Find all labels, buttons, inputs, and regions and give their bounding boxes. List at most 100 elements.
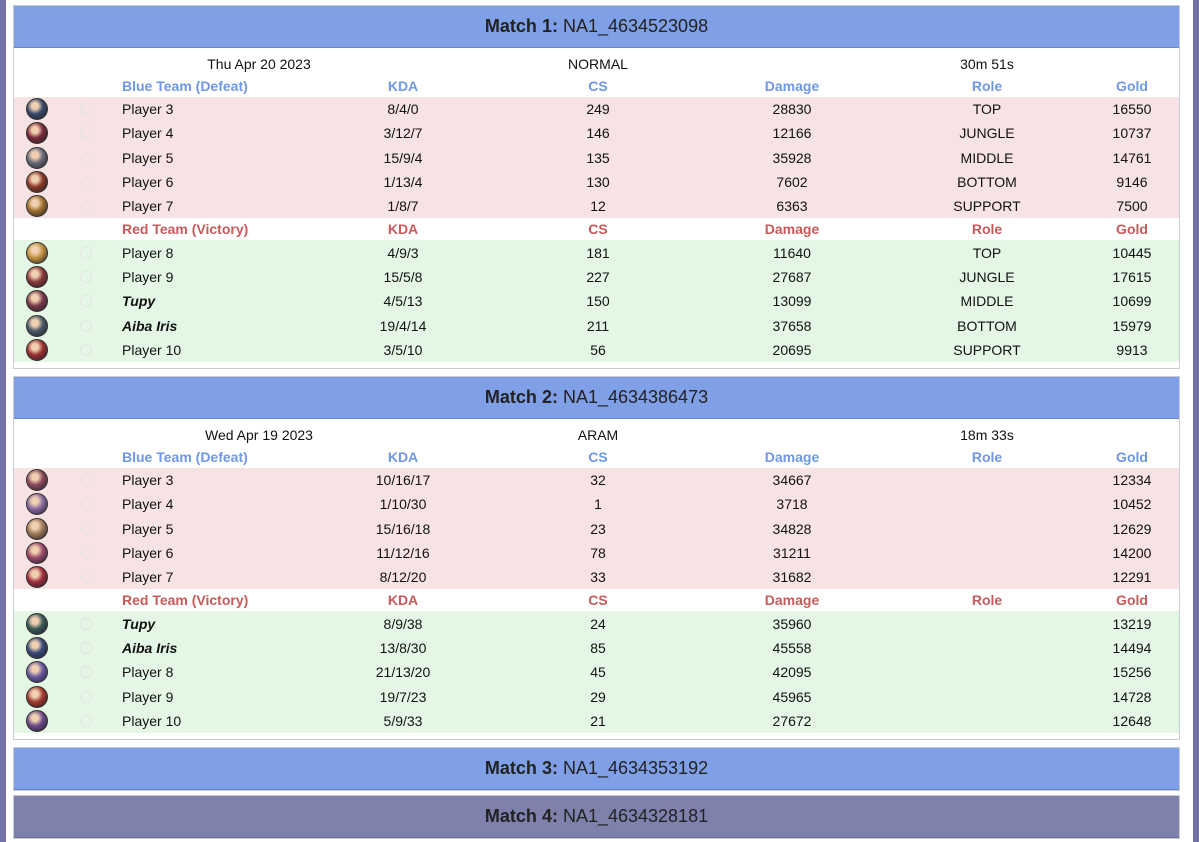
player-kda: 19/7/23 <box>379 688 427 705</box>
faded-circle-icon <box>80 295 92 308</box>
player-name[interactable]: Player 5 <box>122 149 174 166</box>
player-row[interactable]: Player 3 10/16/17 32 34667 12334 <box>14 468 1179 492</box>
team-name: Red Team (Victory) <box>122 221 249 238</box>
champion-avatar-icon <box>26 314 48 337</box>
player-row[interactable]: Player 8 21/13/20 45 42095 15256 <box>14 660 1179 684</box>
champion-avatar-icon <box>26 241 48 264</box>
match-id: NA1_4634353192 <box>562 758 709 778</box>
player-name[interactable]: Player 9 <box>122 268 174 285</box>
match-header-4[interactable]: Match 4: NA1_4634328181 <box>14 796 1179 838</box>
faded-circle-icon <box>80 127 92 140</box>
faded-circle-icon <box>80 617 92 630</box>
player-name-highlighted[interactable]: Aiba Iris <box>122 317 178 334</box>
player-row[interactable]: Player 10 3/5/10 56 20695 SUPPORT 9913 <box>14 338 1179 362</box>
faded-circle-icon <box>80 319 92 332</box>
player-role: SUPPORT <box>953 341 1021 358</box>
player-name-highlighted[interactable]: Tupy <box>122 615 156 632</box>
player-cs: 211 <box>586 317 610 334</box>
player-cs: 135 <box>586 149 610 166</box>
player-row[interactable]: Player 6 11/12/16 78 31211 14200 <box>14 541 1179 565</box>
player-name[interactable]: Player 3 <box>122 101 174 118</box>
faded-circle-icon <box>80 151 92 164</box>
player-role: BOTTOM <box>957 317 1017 334</box>
player-row[interactable]: Player 6 1/13/4 130 7602 BOTTOM 9146 <box>14 170 1179 194</box>
player-name[interactable]: Player 8 <box>122 664 174 681</box>
player-damage: 31682 <box>772 569 812 586</box>
player-row[interactable]: Aiba Iris 19/4/14 211 37658 BOTTOM 15979 <box>14 313 1179 337</box>
player-row[interactable]: Player 4 1/10/30 1 3718 10452 <box>14 492 1179 516</box>
player-name[interactable]: Player 4 <box>122 125 174 142</box>
player-row[interactable]: Aiba Iris 13/8/30 85 45558 14494 <box>14 636 1179 660</box>
player-gold: 12291 <box>1112 569 1152 586</box>
team-name: Blue Team (Defeat) <box>122 449 248 465</box>
player-damage: 35960 <box>772 615 812 632</box>
match-date: Wed Apr 19 2023 <box>205 427 313 443</box>
player-name-highlighted[interactable]: Aiba Iris <box>122 639 178 656</box>
faded-circle-icon <box>80 474 92 487</box>
player-kda: 15/5/8 <box>383 268 423 285</box>
col-kda: KDA <box>387 78 419 94</box>
player-row[interactable]: Tupy 8/9/38 24 35960 13219 <box>14 611 1179 635</box>
col-kda: KDA <box>387 592 419 609</box>
player-name[interactable]: Player 8 <box>122 244 174 261</box>
col-gold: Gold <box>1116 78 1148 94</box>
player-row[interactable]: Player 3 8/4/0 249 28830 TOP 16550 <box>14 97 1179 121</box>
champion-avatar-icon <box>26 171 48 194</box>
team-name: Red Team (Victory) <box>122 592 249 609</box>
player-name[interactable]: Player 7 <box>122 198 174 215</box>
player-name[interactable]: Player 3 <box>122 472 174 489</box>
player-row[interactable]: Tupy 4/5/13 150 13099 MIDDLE 10699 <box>14 289 1179 313</box>
player-cs: 1 <box>594 496 602 513</box>
player-cs: 78 <box>590 545 606 562</box>
player-row[interactable]: Player 8 4/9/3 181 11640 TOP 10445 <box>14 240 1179 264</box>
player-kda: 8/12/20 <box>379 569 427 586</box>
player-row[interactable]: Player 4 3/12/7 146 12166 JUNGLE 10737 <box>14 121 1179 145</box>
player-row[interactable]: Player 5 15/16/18 23 34828 12629 <box>14 517 1179 541</box>
player-kda: 4/9/3 <box>387 244 419 261</box>
champion-avatar-icon <box>26 542 48 565</box>
match-label: Match 1: <box>484 16 558 36</box>
player-name[interactable]: Player 6 <box>122 174 174 191</box>
player-row[interactable]: Player 7 1/8/7 12 6363 SUPPORT 7500 <box>14 194 1179 218</box>
col-role: Role <box>971 78 1003 94</box>
player-name[interactable]: Player 10 <box>122 341 182 358</box>
player-row[interactable]: Player 9 19/7/23 29 45965 14728 <box>14 684 1179 708</box>
col-damage: Damage <box>764 449 820 465</box>
match-id: NA1_4634523098 <box>562 16 709 36</box>
match-mode: NORMAL <box>568 56 628 72</box>
match-header-1[interactable]: Match 1: NA1_4634523098 <box>14 6 1179 48</box>
player-damage: 20695 <box>772 341 812 358</box>
player-name[interactable]: Player 4 <box>122 496 174 513</box>
player-row[interactable]: Player 9 15/5/8 227 27687 JUNGLE 17615 <box>14 265 1179 289</box>
player-role: JUNGLE <box>959 125 1015 142</box>
faded-circle-icon <box>80 270 92 283</box>
col-gold: Gold <box>1116 592 1148 609</box>
player-name-highlighted[interactable]: Tupy <box>122 293 156 310</box>
player-cs: 249 <box>586 101 610 118</box>
match-header-3[interactable]: Match 3: NA1_4634353192 <box>14 748 1179 790</box>
player-name[interactable]: Player 9 <box>122 688 174 705</box>
blue-team-header: Blue Team (Defeat) KDA CS Damage Role Go… <box>14 75 1179 97</box>
player-name[interactable]: Player 7 <box>122 569 174 586</box>
player-role: SUPPORT <box>953 198 1021 215</box>
player-name[interactable]: Player 10 <box>122 712 182 729</box>
champion-avatar-icon <box>26 195 48 218</box>
champion-avatar-icon <box>26 98 48 121</box>
player-name[interactable]: Player 5 <box>122 520 174 537</box>
player-name[interactable]: Player 6 <box>122 545 174 562</box>
player-cs: 85 <box>590 639 606 656</box>
player-cs: 181 <box>586 244 610 261</box>
match-header-2[interactable]: Match 2: NA1_4634386473 <box>14 377 1179 419</box>
faded-circle-icon <box>80 343 92 356</box>
player-row[interactable]: Player 7 8/12/20 33 31682 12291 <box>14 565 1179 589</box>
faded-circle-icon <box>80 690 92 703</box>
champion-avatar-icon <box>26 685 48 708</box>
champion-avatar-icon <box>26 709 48 732</box>
col-role: Role <box>971 592 1003 609</box>
match-meta: Thu Apr 20 2023 NORMAL 30m 51s <box>14 53 1179 75</box>
player-row[interactable]: Player 5 15/9/4 135 35928 MIDDLE 14761 <box>14 146 1179 170</box>
col-role: Role <box>971 221 1003 238</box>
player-row[interactable]: Player 10 5/9/33 21 27672 12648 <box>14 709 1179 733</box>
player-gold: 9913 <box>1116 341 1148 358</box>
champion-avatar-icon <box>26 517 48 540</box>
